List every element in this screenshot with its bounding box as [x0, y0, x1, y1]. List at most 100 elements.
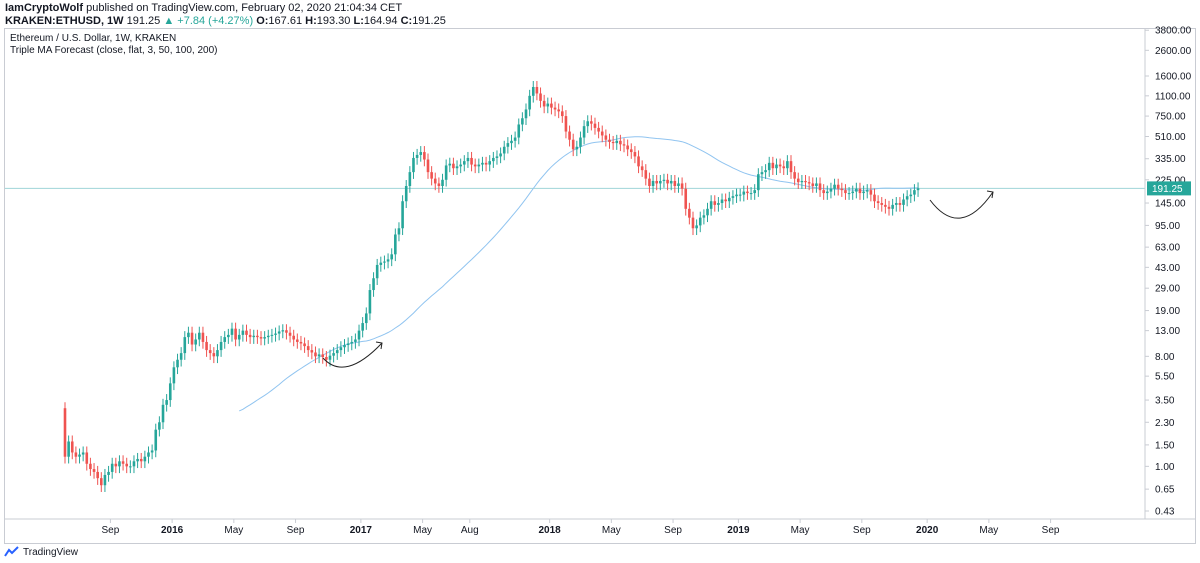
candle-body — [575, 146, 579, 150]
published-text: published on TradingView.com, February 0… — [86, 2, 403, 14]
candle-body — [833, 184, 836, 189]
candle-body — [466, 157, 470, 162]
candle-body — [357, 330, 361, 340]
candle-body — [789, 161, 793, 173]
candle-body — [546, 103, 550, 107]
candle-body — [230, 328, 234, 335]
candle-body — [241, 330, 245, 335]
candle-body — [325, 356, 328, 360]
candle-body — [633, 152, 637, 157]
open-value: 167.61 — [268, 15, 303, 27]
y-tick-label: 3.50 — [1155, 396, 1175, 407]
x-tick-label: 2016 — [161, 525, 184, 536]
candle-body — [252, 335, 256, 338]
candle-body — [528, 95, 531, 110]
candle-body — [844, 190, 847, 194]
y-tick-label: 225.00 — [1155, 175, 1186, 186]
candle-body — [470, 157, 473, 165]
candle-body — [107, 471, 110, 475]
high-value: 193.30 — [316, 15, 351, 27]
candle-body — [655, 180, 658, 184]
candle-body — [771, 162, 775, 169]
candle-body — [430, 172, 433, 179]
candle-body — [89, 463, 92, 470]
candle-body — [706, 208, 709, 216]
candle-body — [121, 461, 125, 464]
candle-body — [103, 474, 107, 486]
candle-body — [81, 452, 85, 455]
candle-body — [720, 199, 724, 204]
close-label: C: — [400, 15, 413, 27]
footer-brand-name: TradingView — [23, 546, 79, 558]
y-tick-label: 1.00 — [1155, 462, 1175, 473]
candle-body — [404, 186, 408, 202]
candle-body — [517, 124, 521, 138]
footer-branding[interactable]: TradingView — [4, 545, 78, 559]
candle-body — [644, 170, 648, 179]
indicator-legend[interactable]: Triple MA Forecast (close, flat, 3, 50, … — [10, 45, 218, 56]
x-tick-label: Sep — [287, 525, 305, 536]
y-tick-label: 43.00 — [1155, 263, 1180, 274]
candle-body — [800, 180, 804, 183]
candle-body — [782, 166, 786, 169]
candle-body — [626, 145, 629, 150]
candle-body — [746, 191, 749, 194]
candle-body — [492, 157, 495, 162]
candle-body — [898, 203, 902, 205]
candle-body — [317, 354, 321, 357]
candle-body — [586, 121, 590, 127]
candle-body — [455, 166, 459, 169]
annotation-arc-2020 — [929, 191, 994, 219]
annotation-arrowhead-2016 — [375, 341, 383, 350]
candle-body — [590, 121, 593, 124]
candle-body — [350, 341, 354, 344]
candle-body — [281, 330, 285, 332]
author-name[interactable]: IamCryptoWolf — [5, 2, 84, 14]
x-tick-label: 2020 — [916, 525, 939, 536]
candle-body — [190, 332, 194, 345]
candle-body — [306, 346, 310, 351]
candle-body — [419, 152, 423, 155]
candle-body — [735, 194, 738, 197]
candle-body — [619, 140, 622, 145]
candle-body — [891, 204, 894, 209]
candle-body — [437, 183, 441, 187]
candle-body — [78, 454, 81, 457]
candle-body — [550, 103, 553, 108]
candle-body — [263, 337, 266, 339]
candle-body — [245, 330, 248, 335]
high-label: H: — [305, 15, 317, 27]
candle-body — [894, 203, 898, 205]
candle-body — [375, 264, 379, 279]
candle-body — [662, 179, 666, 181]
candle-body — [822, 190, 825, 194]
candle-body — [364, 313, 368, 324]
candle-body — [717, 203, 720, 205]
candle-body — [698, 217, 702, 226]
candle-body — [608, 139, 611, 142]
candle-body — [713, 201, 717, 205]
candle-body — [513, 137, 517, 141]
candle-body — [441, 179, 444, 187]
close-value: 191.25 — [412, 15, 446, 27]
candle-body — [274, 333, 277, 335]
candle-body — [139, 458, 143, 462]
y-tick-label: 2600.00 — [1155, 46, 1192, 57]
candle-body — [506, 143, 510, 147]
candle-body — [136, 458, 139, 462]
candle-body — [285, 330, 288, 333]
tradingview-logo-icon — [4, 546, 19, 557]
candle-body — [579, 137, 582, 147]
candle-body — [865, 190, 869, 192]
candle-body — [604, 135, 608, 140]
candle-body — [423, 152, 426, 160]
open-label: O: — [256, 15, 269, 27]
candle-body — [851, 191, 855, 194]
y-tick-label: 0.65 — [1155, 485, 1175, 496]
last-price-label: 191.25 — [1152, 184, 1183, 195]
candle-body — [172, 367, 176, 384]
candle-body — [648, 178, 651, 187]
candle-body — [201, 332, 205, 342]
candle-body — [811, 183, 815, 187]
